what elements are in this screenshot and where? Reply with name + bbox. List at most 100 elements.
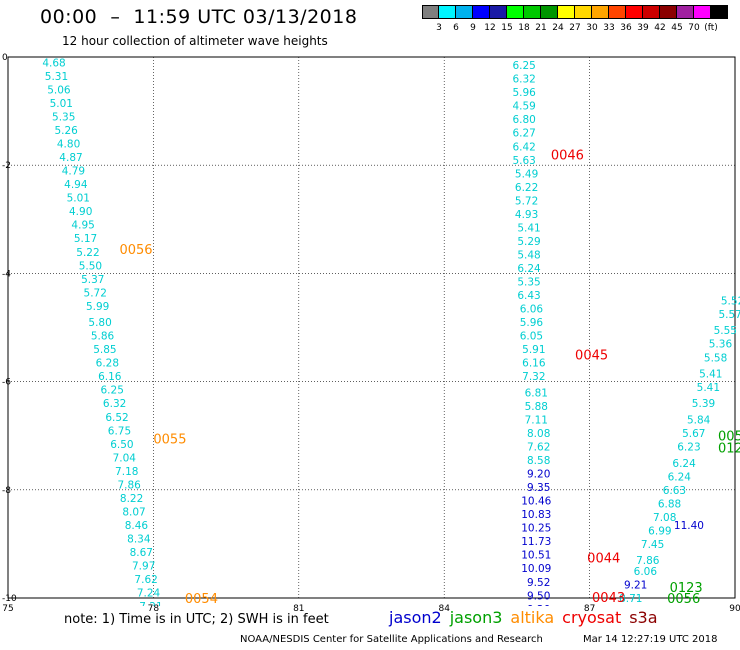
wave-height-point: 5.37 (81, 274, 104, 286)
wave-height-point: 8.07 (122, 506, 145, 518)
wave-height-point: 5.85 (93, 344, 116, 356)
colorbar-label: 21 (535, 23, 547, 33)
wave-height-point: 9.52 (527, 577, 550, 589)
colorbar-swatch (524, 5, 541, 19)
colorbar-label: 33 (603, 23, 615, 33)
wave-height-point: 6.88 (658, 498, 681, 510)
wave-height-point: 5.41 (697, 382, 720, 394)
wave-height-point: 6.24 (668, 471, 692, 483)
wave-height-point: 7.18 (115, 466, 138, 478)
pass-number-label: 0123 (670, 581, 703, 596)
x-tick-label: 81 (293, 604, 304, 614)
wave-height-point: 5.29 (517, 236, 540, 248)
wave-height-point: 5.86 (91, 331, 115, 343)
pass-number-label: 0056 (667, 592, 700, 607)
y-tick-label: -10 (2, 594, 17, 604)
legend-entry: jason3 (449, 608, 503, 627)
colorbar-swatch (456, 5, 473, 19)
pass-number-label: 0046 (551, 148, 584, 163)
colorbar-swatch (558, 5, 575, 19)
wave-height-point: 5.96 (512, 87, 536, 99)
wave-height-point: 4.80 (57, 139, 80, 151)
chart-subtitle: 12 hour collection of altimeter wave hei… (62, 34, 328, 48)
colorbar-swatch (609, 5, 626, 19)
wave-height-point: 8.58 (527, 455, 550, 467)
plot-frame (7, 56, 736, 599)
colorbar-label: 15 (501, 23, 513, 33)
wave-height-point: 4.90 (69, 206, 92, 218)
colorbar-label: 30 (586, 23, 598, 33)
wave-height-point: 5.72 (515, 195, 538, 207)
wave-height-point: 5.17 (74, 233, 97, 245)
wave-height-point: 6.63 (663, 485, 686, 497)
wave-height-point: 4.94 (64, 179, 88, 191)
wave-height-point: 5.67 (682, 428, 705, 440)
colorbar-label: 39 (637, 23, 649, 33)
wave-height-point: 7.11 (525, 414, 548, 426)
wave-height-point: 7.08 (653, 512, 676, 524)
wave-height-point: 6.80 (512, 114, 535, 126)
pass-number-label: 0056 (119, 243, 152, 258)
wave-height-point: 9.21 (624, 579, 647, 591)
x-tick-label: 87 (584, 604, 595, 614)
wave-height-point: 9.50 (527, 590, 550, 602)
colorbar-swatch (541, 5, 558, 19)
wave-height-point: 6.32 (512, 74, 535, 86)
wave-height-point: 5.01 (67, 193, 90, 205)
wave-height-point: 6.24 (517, 263, 541, 275)
wave-height-point: 7.04 (113, 452, 137, 464)
wave-height-point: 5.91 (522, 344, 545, 356)
wave-height-point: 5.39 (692, 398, 715, 410)
wave-height-point: 5.72 (84, 287, 107, 299)
colorbar-frame (422, 5, 728, 19)
wave-height-point: 5.35 (517, 277, 540, 289)
wave-height-point: 6.24 (672, 458, 696, 470)
wave-height-point: 6.23 (677, 442, 700, 454)
colorbar-swatch (507, 5, 524, 19)
wave-height-point: 8.71 (619, 593, 642, 605)
wave-height-point: 5.50 (79, 260, 102, 272)
wave-height-point: 7.62 (134, 574, 157, 586)
colorbar-swatch (694, 5, 711, 19)
wave-height-point: 6.25 (101, 385, 124, 397)
satellite-legend: jason2 jason3 altika cryosat s3a (389, 608, 666, 627)
legend-entry: altika (510, 608, 555, 627)
wave-height-point: 6.32 (103, 398, 126, 410)
colorbar-label: 70 (688, 23, 700, 33)
credit-line: NOAA/NESDIS Center for Satellite Applica… (240, 634, 543, 645)
chart-title: 00:00 – 11:59 UTC 03/13/2018 (40, 6, 358, 28)
wave-height-point: 7.45 (641, 539, 664, 551)
wave-height-point: 5.22 (76, 247, 99, 259)
wave-height-point: 6.43 (517, 290, 540, 302)
wave-height-point: 10.09 (521, 563, 551, 575)
wave-height-point: 5.06 (47, 84, 71, 96)
wave-height-point: 8.22 (120, 493, 143, 505)
pass-number-label: 0054 (185, 592, 218, 607)
wave-height-point: 5.63 (512, 155, 535, 167)
wave-height-point: 5.80 (88, 317, 111, 329)
wave-height-point: 6.22 (515, 182, 538, 194)
y-tick-label: -8 (2, 486, 11, 496)
colorbar-swatch (592, 5, 609, 19)
y-tick-label: -2 (2, 161, 11, 171)
wave-height-point: 5.48 (517, 249, 540, 261)
pass-number-label: 0045 (575, 349, 608, 364)
wave-height-point: 9.20 (527, 469, 550, 481)
wave-height-point: 8.08 (527, 428, 550, 440)
colorbar-label: 6 (453, 23, 459, 33)
wave-height-point: 8.46 (125, 520, 149, 532)
colorbar-swatch (490, 5, 507, 19)
wave-height-point: 6.52 (105, 412, 128, 424)
wave-height-point: 5.01 (50, 98, 73, 110)
wave-height-point: 10.46 (521, 496, 551, 508)
wave-height-point: 7.86 (117, 479, 141, 491)
wave-height-point: 6.05 (520, 331, 543, 343)
y-tick-label: -6 (2, 378, 11, 388)
x-tick-label: 75 (2, 604, 13, 614)
wave-height-point: 6.50 (110, 439, 133, 451)
wave-height-point: 5.36 (709, 339, 733, 351)
colorbar-label: 45 (671, 23, 683, 33)
wave-height-point: 7.21 (139, 601, 162, 613)
wave-height-point: 7.24 (137, 588, 161, 600)
pass-number-label: 0043 (592, 591, 625, 606)
